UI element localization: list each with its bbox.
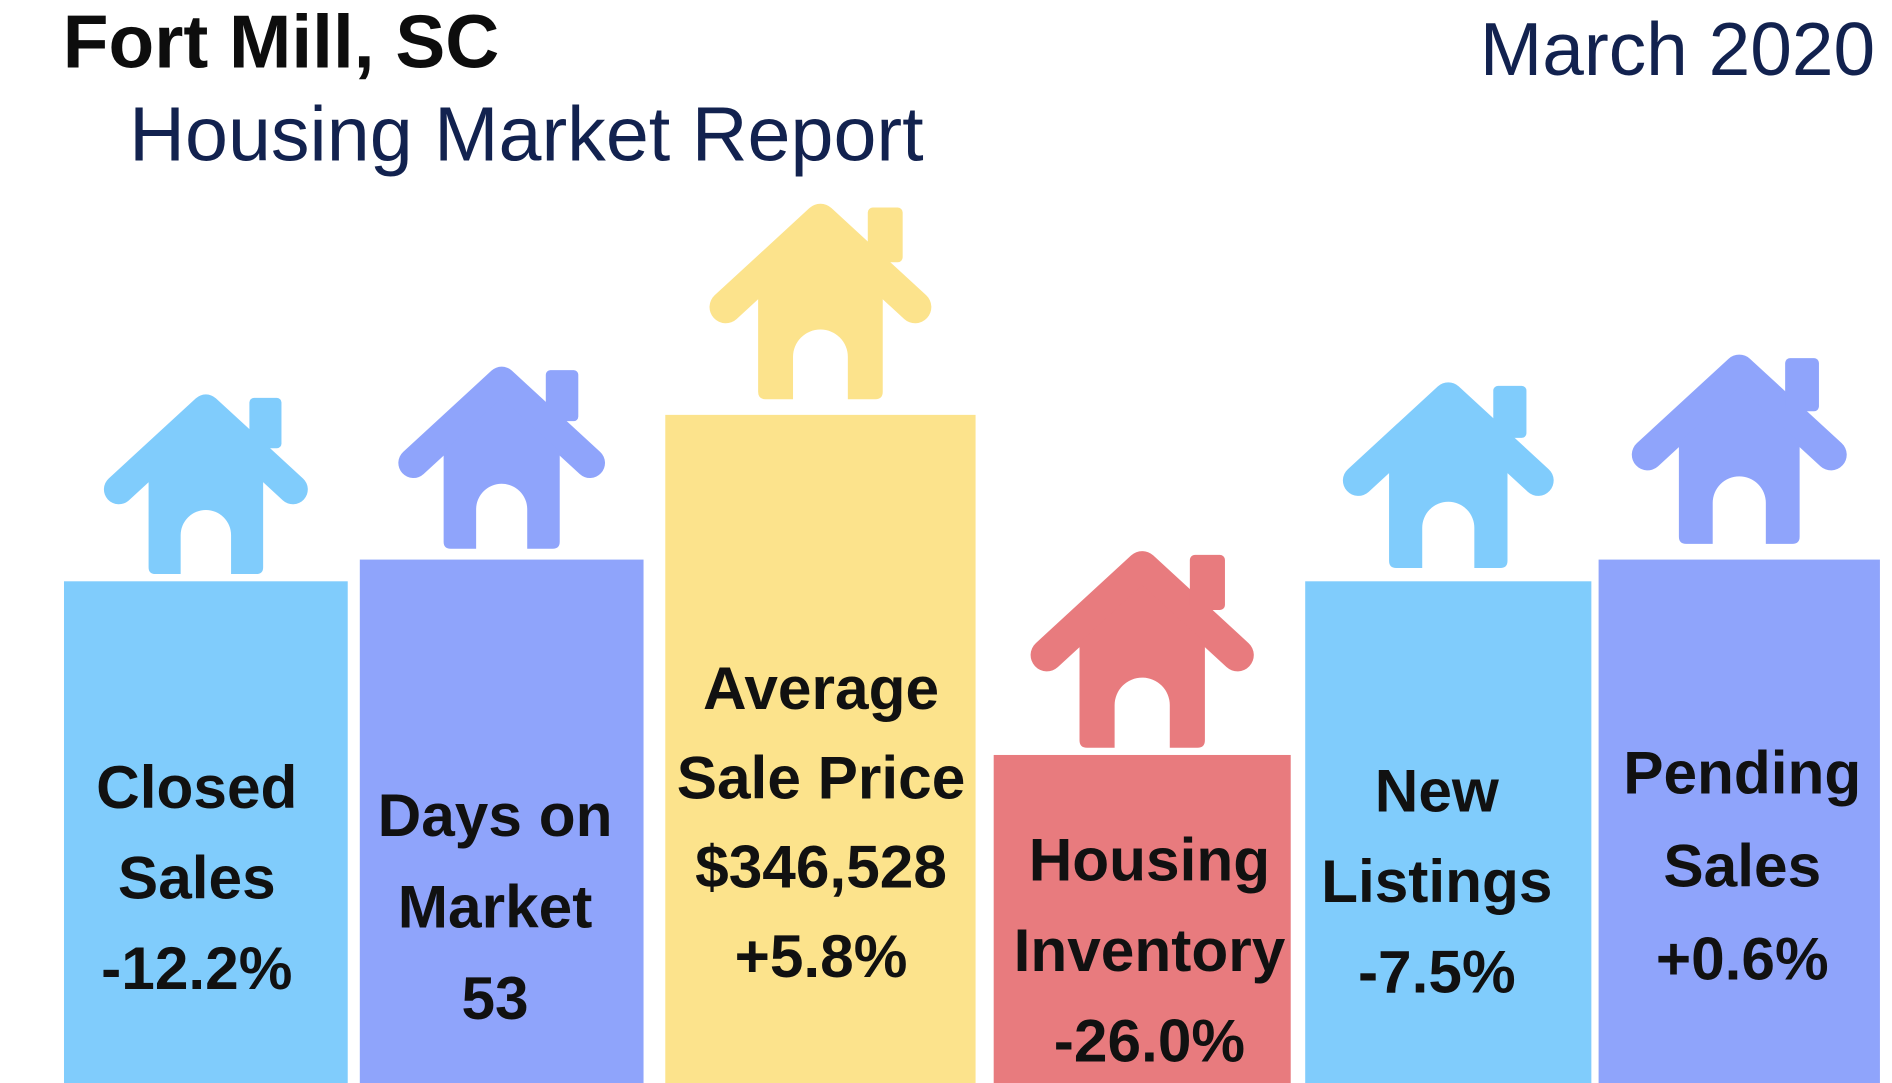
stat-label: Sales <box>118 844 276 912</box>
stat-label: Housing <box>1029 825 1270 893</box>
stat-value: -12.2% <box>101 934 292 1002</box>
stat-label: Listings <box>1321 847 1552 915</box>
house-icon <box>413 370 589 549</box>
house-icon <box>1358 386 1538 568</box>
house-icon <box>1648 358 1832 544</box>
stat-label: Pending <box>1623 739 1861 807</box>
house-icon <box>119 398 293 574</box>
stat-label: Market <box>398 872 593 940</box>
stat-label: New <box>1375 757 1500 825</box>
stat-label: Days on <box>378 781 613 849</box>
stat-value: +0.6% <box>1656 924 1829 992</box>
report-subtitle: Housing Market Report <box>129 91 923 177</box>
stat-label: Closed <box>96 753 297 821</box>
stat-value: +5.8% <box>735 922 908 990</box>
stat-label: Sales <box>1663 831 1821 899</box>
report-date: March 2020 <box>1480 7 1875 91</box>
stat-value: 53 <box>461 964 528 1032</box>
stat-label: Average <box>703 654 939 722</box>
stat-value: -7.5% <box>1358 938 1516 1006</box>
report-title: Fort Mill, SC <box>63 0 500 84</box>
stat-bar <box>1305 581 1592 1083</box>
stat-label: $346,528 <box>695 833 947 901</box>
stat-bar <box>359 559 644 1083</box>
stat-label: Inventory <box>1014 916 1286 984</box>
stat-bar <box>993 754 1291 1083</box>
house-icon <box>726 208 915 400</box>
stat-bar <box>665 414 976 1083</box>
stat-bar <box>63 581 348 1083</box>
stat-value: -26.0% <box>1054 1006 1245 1074</box>
house-icon <box>1047 555 1238 748</box>
stat-bar <box>1598 559 1880 1083</box>
stat-label: Sale Price <box>677 743 966 811</box>
